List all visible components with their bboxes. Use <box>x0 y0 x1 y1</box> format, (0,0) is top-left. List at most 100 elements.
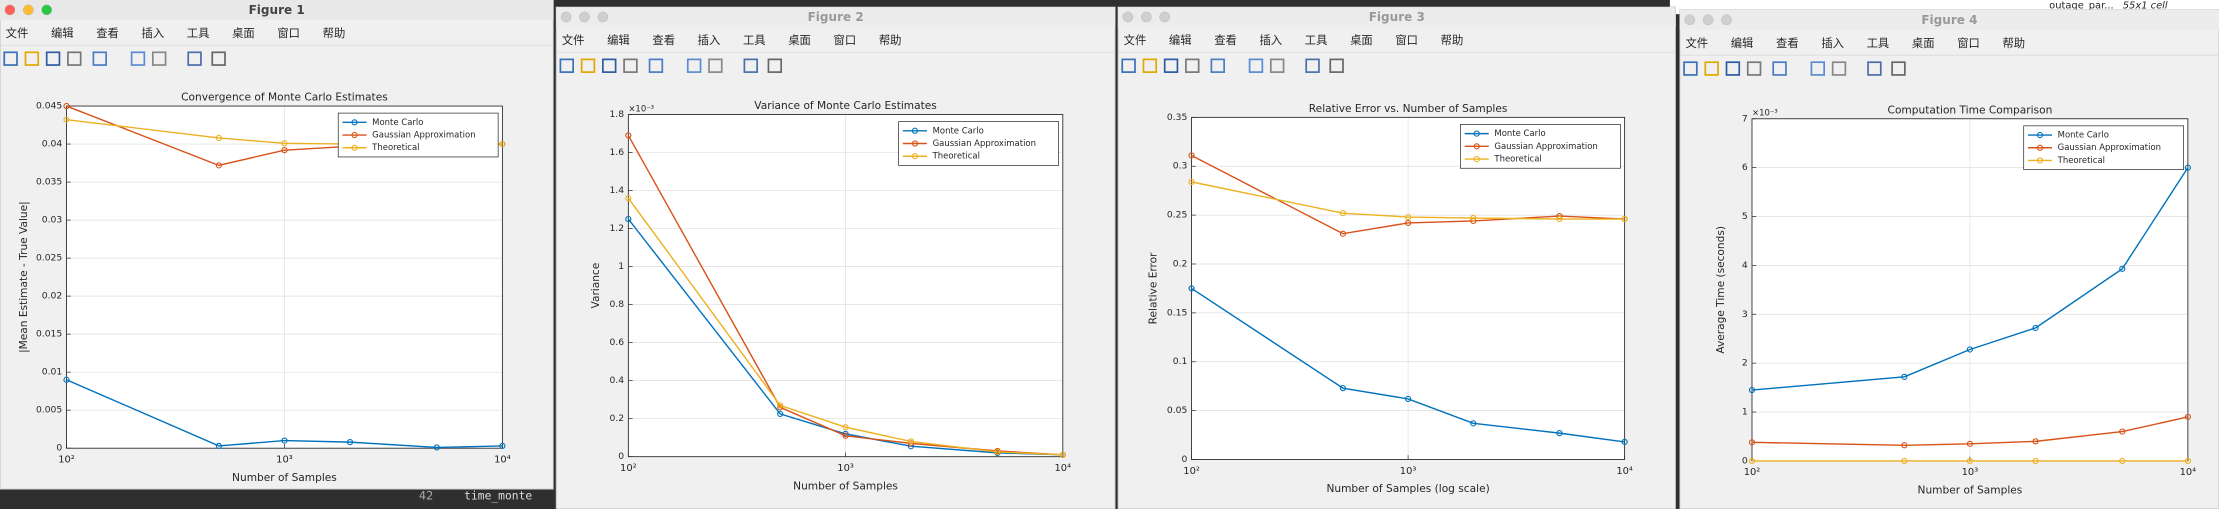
menu-item[interactable]: 查看 <box>1214 33 1237 47</box>
y-tick-label: 0.25 <box>1167 210 1188 221</box>
menu-item[interactable]: 帮助 <box>323 26 346 40</box>
y-tick-label: 0.03 <box>42 215 63 226</box>
x-axis-label: Number of Samples <box>1918 485 2023 497</box>
y-tick-label: 0.2 <box>609 413 624 424</box>
menu-item[interactable]: 窗口 <box>1957 36 1980 50</box>
menu-item[interactable]: 窗口 <box>1395 33 1418 47</box>
menu-item[interactable]: 工具 <box>743 34 766 47</box>
menu-item[interactable]: 查看 <box>652 33 675 47</box>
toolbar-icon[interactable] <box>151 51 167 66</box>
toolbar-icon[interactable] <box>24 51 40 66</box>
toolbar-icon[interactable] <box>1725 61 1741 76</box>
window-button[interactable] <box>1702 14 1714 26</box>
window-button[interactable] <box>4 4 16 16</box>
toolbar-icon[interactable] <box>580 58 596 73</box>
window-button[interactable] <box>597 11 609 23</box>
legend-marker <box>2036 157 2044 164</box>
menu-item[interactable]: 桌面 <box>1350 34 1373 47</box>
toolbar-icon[interactable] <box>1683 61 1698 76</box>
toolbar-icon[interactable] <box>1329 58 1344 73</box>
window-button[interactable] <box>1159 11 1170 23</box>
data-point <box>1901 457 1908 465</box>
toolbar-icon[interactable] <box>686 58 702 73</box>
window-button[interactable] <box>1122 11 1134 23</box>
toolbar-icon[interactable] <box>1891 61 1906 76</box>
menu-item[interactable]: 插入 <box>142 26 165 40</box>
toolbar-icon[interactable] <box>1704 61 1719 76</box>
toolbar-icon[interactable] <box>1269 58 1285 73</box>
menu-item[interactable]: 工具 <box>1305 34 1328 47</box>
menu-item[interactable]: 文件 <box>1124 33 1147 47</box>
menu-item[interactable]: 帮助 <box>879 33 902 47</box>
window-button[interactable] <box>579 11 590 23</box>
data-point <box>2184 457 2191 465</box>
menu-item[interactable]: 窗口 <box>277 26 300 40</box>
toolbar-icon[interactable] <box>1772 61 1787 76</box>
data-point <box>1188 178 1195 185</box>
toolbar-icon[interactable] <box>1831 61 1847 76</box>
x-tick-label: 10² <box>620 463 637 474</box>
toolbar-icon[interactable] <box>1142 58 1158 73</box>
menu-item[interactable]: 插入 <box>1260 33 1283 47</box>
toolbar-icon[interactable] <box>92 51 107 66</box>
data-point <box>1404 395 1412 403</box>
code-line-number: 42 <box>419 489 433 502</box>
menu-item[interactable]: 查看 <box>1776 36 1799 50</box>
toolbar-icon[interactable] <box>767 58 783 73</box>
menu-item[interactable]: 文件 <box>562 33 585 47</box>
window-button[interactable] <box>1684 14 1696 26</box>
window-button[interactable] <box>41 4 53 16</box>
menu-item[interactable]: 工具 <box>1867 37 1890 50</box>
menu-item[interactable]: 插入 <box>698 33 721 47</box>
window-button[interactable] <box>1140 11 1152 23</box>
window-button[interactable] <box>1721 14 1732 26</box>
toolbar-icon[interactable] <box>1867 61 1882 76</box>
menu-item[interactable]: 桌面 <box>232 27 255 40</box>
data-point <box>994 448 1001 456</box>
menu-item[interactable]: 文件 <box>6 26 29 40</box>
toolbar-icon[interactable] <box>211 51 226 66</box>
menu-item[interactable]: 查看 <box>96 26 119 40</box>
menu-item[interactable]: 桌面 <box>788 34 811 47</box>
toolbar-icon[interactable] <box>1810 61 1826 76</box>
toolbar-icon[interactable] <box>1121 58 1136 73</box>
menu-item[interactable]: 插入 <box>1821 36 1844 50</box>
window-title: Figure 4 <box>1921 13 1977 27</box>
toolbar-icon[interactable] <box>602 58 617 73</box>
menu-item[interactable]: 编辑 <box>51 26 74 40</box>
toolbar-icon[interactable] <box>1163 58 1179 73</box>
toolbar-icon[interactable] <box>648 58 664 73</box>
toolbar-icon[interactable] <box>1746 61 1762 76</box>
toolbar-icon[interactable] <box>67 51 82 66</box>
window-button[interactable] <box>22 4 34 16</box>
y-tick-label: 0.01 <box>42 367 62 378</box>
menu-item[interactable]: 编辑 <box>607 33 630 47</box>
data-point <box>1621 215 1628 223</box>
data-point <box>2119 457 2126 465</box>
toolbar-icon[interactable] <box>1210 58 1225 73</box>
toolbar-icon[interactable] <box>187 51 202 66</box>
toolbar-icon[interactable] <box>623 58 638 73</box>
toolbar-icon[interactable] <box>1248 58 1264 73</box>
y-tick-label: 0.025 <box>36 253 62 264</box>
toolbar-icon[interactable] <box>1305 58 1320 73</box>
toolbar-icon[interactable] <box>1185 58 1200 73</box>
toolbar-icon[interactable] <box>559 58 574 73</box>
toolbar-icon[interactable] <box>743 58 758 73</box>
menu-item[interactable]: 帮助 <box>2002 36 2025 50</box>
window-button[interactable] <box>560 11 572 23</box>
y-tick-label: 0.02 <box>42 291 62 302</box>
menu-item[interactable]: 工具 <box>187 27 210 40</box>
menu-item[interactable]: 编辑 <box>1169 33 1192 47</box>
menu-item[interactable]: 桌面 <box>1912 37 1935 50</box>
toolbar-icon[interactable] <box>3 51 18 66</box>
menu-item[interactable]: 文件 <box>1685 36 1708 50</box>
y-tick-label: 0.35 <box>1167 112 1188 123</box>
menu-item[interactable]: 编辑 <box>1731 36 1754 50</box>
menu-item[interactable]: 窗口 <box>834 33 857 47</box>
toolbar-icon[interactable] <box>130 51 146 66</box>
toolbar-icon[interactable] <box>708 58 723 73</box>
menu-item[interactable]: 帮助 <box>1441 33 1464 47</box>
toolbar-icon[interactable] <box>45 51 61 66</box>
